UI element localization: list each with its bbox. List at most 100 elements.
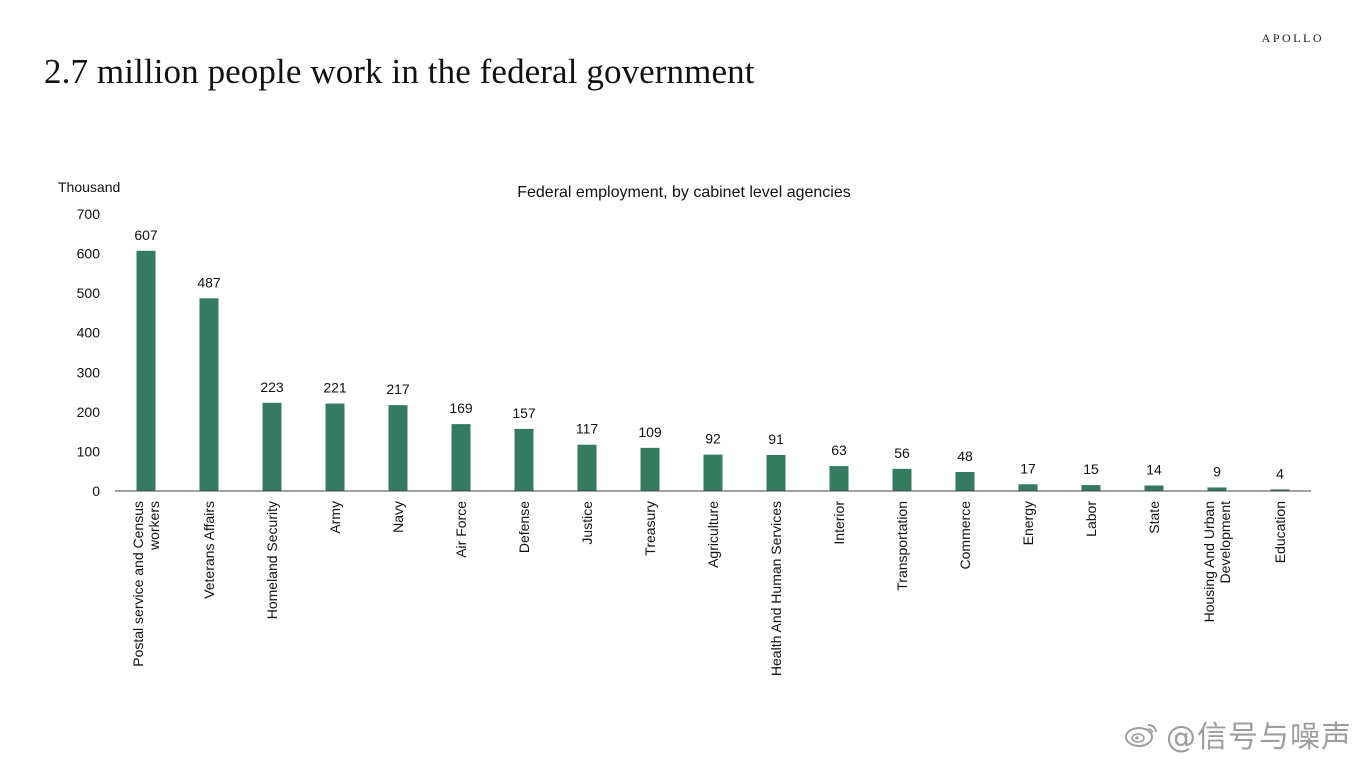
x-tick-label-line: Veterans Affairs [201, 501, 217, 599]
bar-value-label: 157 [512, 405, 536, 421]
x-tick-label-line: Postal service and Census [130, 501, 146, 667]
x-tick-label: Treasury [642, 501, 658, 556]
bar [388, 405, 408, 491]
x-tick-label-group: Agriculture [705, 501, 721, 568]
x-tick-label: Homeland Security [264, 501, 280, 619]
x-tick-label-line: Justice [579, 501, 595, 545]
y-tick-label: 700 [77, 206, 101, 222]
y-tick-label: 200 [77, 404, 101, 420]
bar-value-label: 56 [894, 445, 910, 461]
x-tick-label-group: Labor [1083, 501, 1099, 537]
x-tick-label-group: Air Force [453, 501, 469, 558]
x-tick-label-group: Defense [516, 501, 532, 553]
x-tick-label: Interior [831, 501, 847, 545]
x-tick-label-group: Health And Human Services [768, 501, 784, 676]
y-tick-label: 600 [77, 246, 101, 262]
x-tick-label: Labor [1083, 501, 1099, 537]
y-tick-label: 100 [77, 443, 101, 459]
x-tick-label-group: Commerce [957, 501, 973, 570]
x-tick-label-line: Treasury [642, 501, 658, 556]
bars-group [136, 250, 1290, 491]
x-tick-label-group: Housing And UrbanDevelopment [1201, 501, 1233, 623]
x-tick-label-line: Defense [516, 501, 532, 553]
bar [325, 403, 345, 491]
bar [451, 424, 471, 491]
x-tick-label-group: State [1146, 501, 1162, 534]
x-tick-label-group: Navy [390, 501, 406, 533]
brand-logo-text: APOLLO [1261, 31, 1324, 45]
x-tick-label-group: Energy [1020, 501, 1036, 545]
bar-value-label: 4 [1276, 465, 1284, 481]
x-tick-label: Navy [390, 501, 406, 533]
x-tick-label: State [1146, 501, 1162, 534]
bar-value-label: 48 [957, 448, 973, 464]
bar [136, 250, 156, 491]
x-tick-label-group: Transportation [894, 501, 910, 591]
watermark: @信号与噪声 [1124, 712, 1352, 756]
x-tick-label-line: Health And Human Services [768, 501, 784, 676]
x-tick-label: Agriculture [705, 501, 721, 568]
x-tick-label-line: Energy [1020, 501, 1036, 545]
bar-value-label: 92 [705, 431, 721, 447]
bar [1144, 485, 1164, 491]
x-tick-label: Housing And UrbanDevelopment [1201, 501, 1233, 623]
x-tick-label-line: Development [1217, 501, 1233, 584]
bar-value-label: 9 [1213, 463, 1221, 479]
page-title: 2.7 million people work in the federal g… [44, 52, 755, 91]
bar [1207, 487, 1227, 491]
x-tick-label-line: Interior [831, 501, 847, 545]
bar-value-label: 607 [134, 227, 158, 243]
bar-value-label: 63 [831, 442, 847, 458]
bar [577, 444, 597, 491]
bar [262, 402, 282, 491]
x-tick-label-group: Homeland Security [264, 501, 280, 619]
x-tick-label: Commerce [957, 501, 973, 570]
y-axis-ticks: 0 100 200 300 400 500 600 700 [77, 206, 101, 499]
x-tick-label: Health And Human Services [768, 501, 784, 676]
x-tick-label: Energy [1020, 501, 1036, 545]
bar [703, 454, 723, 491]
x-tick-label-line: Navy [390, 501, 406, 533]
bar [1270, 489, 1290, 491]
bar-value-label: 169 [449, 400, 473, 416]
x-tick-label-group: Veterans Affairs [201, 501, 217, 599]
x-tick-label-line: Labor [1083, 501, 1099, 537]
x-tick-label: Defense [516, 501, 532, 553]
x-tick-label: Veterans Affairs [201, 501, 217, 599]
x-tick-label-group: Postal service and Censusworkers [130, 501, 162, 667]
bar-value-label: 109 [638, 424, 662, 440]
x-tick-label-line: Homeland Security [264, 501, 280, 619]
bar-value-label: 17 [1020, 460, 1036, 476]
bar-value-labels: 607 487 223 221 217 169 157 117 109 92 91 63 56 48 17 1… [134, 227, 1284, 482]
bar [514, 428, 534, 491]
x-tick-label: Education [1272, 501, 1288, 563]
y-axis-unit-label: Thousand [58, 179, 120, 195]
x-tick-label-line: Housing And Urban [1201, 501, 1217, 622]
bar-value-label: 91 [768, 431, 784, 447]
x-tick-label-group: Interior [831, 501, 847, 545]
watermark-text: @信号与噪声 [1166, 720, 1352, 755]
bar [829, 466, 849, 491]
weibo-logo-icon [1125, 724, 1157, 747]
y-tick-label: 300 [77, 364, 101, 380]
bar [1081, 485, 1101, 491]
bar [955, 472, 975, 491]
x-tick-label-line: workers [146, 501, 162, 551]
y-tick-label: 500 [77, 285, 101, 301]
bar [766, 454, 786, 491]
x-tick-label-line: Education [1272, 501, 1288, 563]
x-tick-label: Justice [579, 501, 595, 545]
y-tick-label: 0 [92, 483, 100, 499]
x-axis-category-labels: Postal service and Censusworkers Veterans… [130, 501, 1288, 676]
bar-value-label: 223 [260, 379, 284, 395]
bar-value-label: 14 [1146, 461, 1162, 477]
y-tick-label: 400 [77, 325, 101, 341]
x-tick-label-line: Agriculture [705, 501, 721, 568]
bar-value-label: 117 [576, 421, 599, 437]
bar [199, 298, 219, 491]
x-tick-label-line: State [1146, 501, 1162, 534]
x-tick-label-line: Army [327, 501, 343, 534]
bar [892, 468, 912, 491]
bar [1018, 484, 1038, 491]
